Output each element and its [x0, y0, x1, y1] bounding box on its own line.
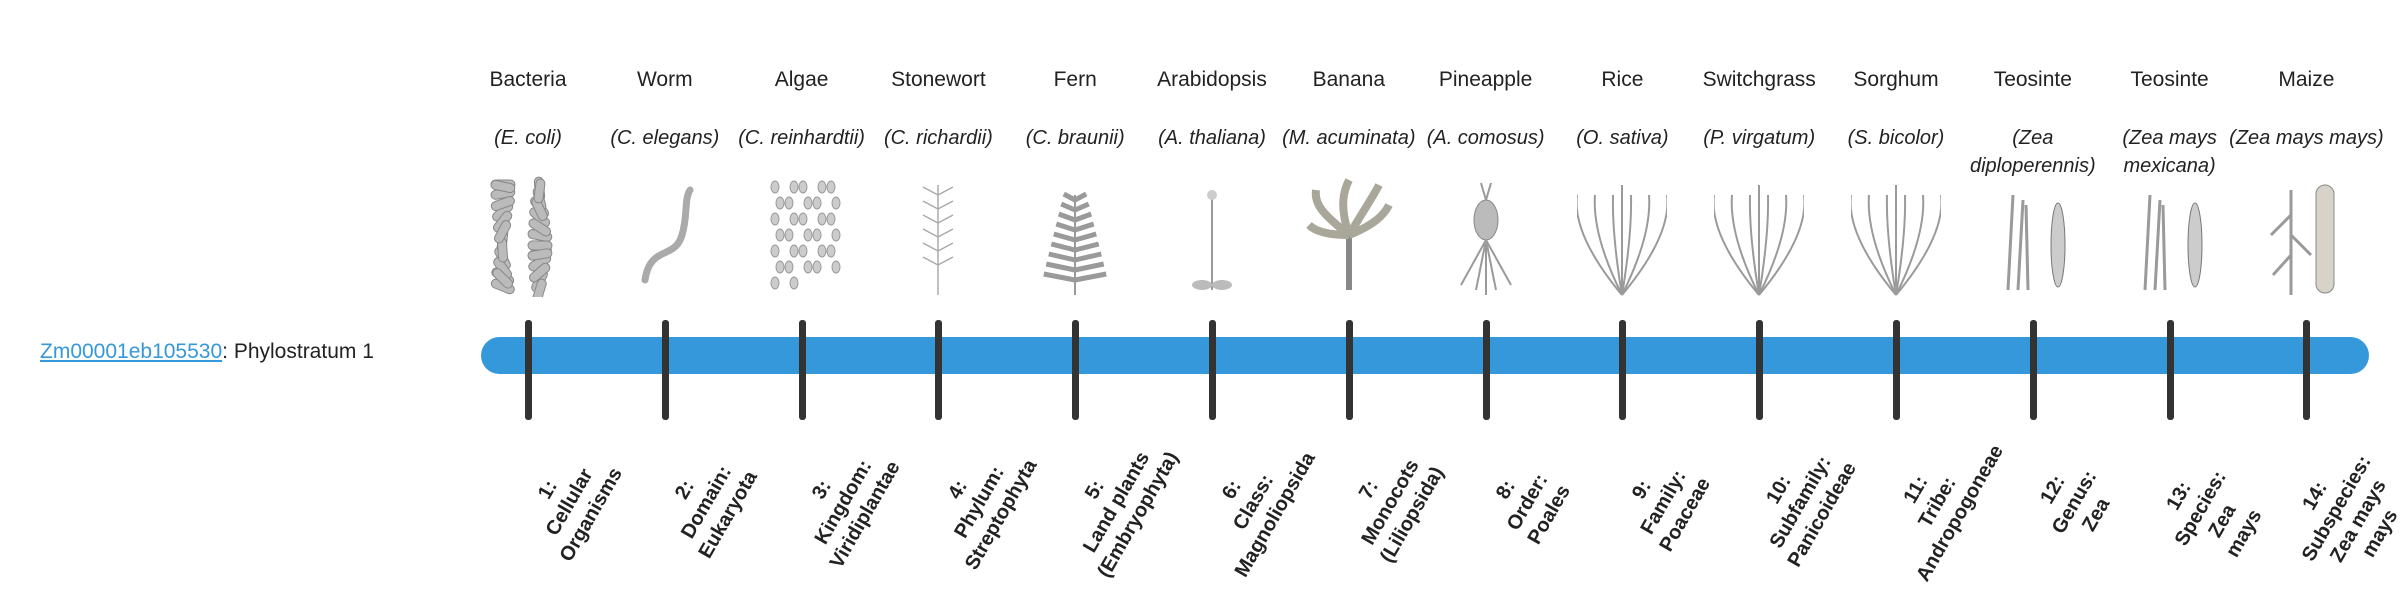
timeline-tick	[798, 320, 806, 420]
organism-scientific-name: (M. acuminata)	[1282, 127, 1416, 149]
organism-common-name: Teosinte	[2130, 68, 2209, 91]
arabidopsis-icon	[1192, 190, 1232, 290]
phylostratum-column: Switchgrass (P. virgatum) 10: Subfamily: P…	[1691, 0, 1862, 580]
organism-scientific-name: (P. virgatum)	[1703, 127, 1816, 149]
organism-scientific-name: (C. reinhardtii)	[738, 127, 865, 149]
organism-common-name: Switchgrass	[1702, 68, 1816, 91]
stonewort-icon	[923, 185, 954, 295]
algae-icon	[770, 180, 841, 290]
phylostratum-column: Pineapple (A. comosus) 8: Order: Poales	[1418, 0, 1575, 580]
timeline-tick	[1893, 320, 1900, 420]
bacteria-icon	[490, 176, 553, 297]
gene-id-link[interactable]: Zm00001eb105530	[40, 340, 223, 363]
timeline-tick	[1072, 320, 1080, 420]
phylostratum-column: Teosinte (Zea diploperennis) 12: Genus: Ze…	[1965, 0, 2114, 580]
phylostratum-column: Algae (C. reinhardtii) 3: Kingdom: Viridip…	[734, 0, 904, 580]
phylostratum-column: Sorghum (S. bicolor) 11: Tribe: Andropogon…	[1828, 0, 2008, 585]
organism-scientific-name: (A. thaliana)	[1158, 127, 1266, 149]
phylostratum-column: Worm (C. elegans) 2: Domain: Eukaryota	[597, 0, 761, 580]
organism-common-name: Sorghum	[1853, 68, 1939, 91]
organism-scientific-name: (Zea mays mexicana)	[2122, 127, 2217, 177]
timeline-tick	[661, 320, 669, 420]
organism-scientific-name: (O. sativa)	[1576, 127, 1669, 149]
organism-common-name: Pineapple	[1438, 68, 1533, 91]
organism-scientific-name: (C. braunii)	[1025, 127, 1125, 149]
phylostratum-column: Bacteria (E. coli) 1: Cellular Organisms	[460, 0, 626, 580]
rice-icon	[1577, 185, 1668, 296]
banana-icon	[1305, 178, 1393, 290]
phylostratum-text: : Phylostratum 1	[222, 340, 374, 363]
gene-phylostratum-label: Zm00001eb105530: Phylostratum 1	[40, 340, 374, 364]
phylostratum-column: Banana (M. acuminata) 7: Monocots (Liliops…	[1281, 0, 1448, 580]
organism-common-name: Fern	[1053, 68, 1097, 91]
organism-scientific-name: (Zea mays mays)	[2229, 127, 2384, 149]
switchgrass-icon	[1714, 185, 1805, 296]
fern-icon	[1043, 191, 1107, 295]
timeline-tick	[1345, 320, 1353, 420]
timeline-tick	[2029, 320, 2037, 420]
timeline-tick	[2166, 320, 2174, 420]
organism-common-name: Rice	[1601, 68, 1644, 91]
timeline-tick	[1482, 320, 1490, 420]
timeline-tick	[525, 320, 532, 420]
maize-icon	[2270, 184, 2335, 295]
organism-scientific-name: (C. elegans)	[610, 127, 720, 149]
teosinte-icon	[2006, 194, 2066, 291]
phylostratum-column: Fern (C. braunii) 5: Land plants (Embryoph…	[1007, 0, 1183, 581]
organism-common-name: Maize	[2278, 68, 2335, 91]
phylostratum-column: Teosinte (Zea mays mexicana) 13: Species:…	[2102, 0, 2266, 580]
organism-common-name: Algae	[774, 68, 829, 91]
worm-icon	[641, 186, 694, 284]
timeline-tick	[1209, 320, 1216, 420]
organism-common-name: Teosinte	[1993, 68, 2072, 91]
organism-scientific-name: (E. coli)	[494, 127, 562, 149]
timeline-tick	[1756, 320, 1764, 420]
organism-common-name: Stonewort	[891, 68, 986, 91]
phylostratum-timeline-bar	[481, 337, 2369, 374]
organism-common-name: Banana	[1312, 68, 1385, 91]
taxonomic-rank-label: 14: Subspecies: Zea mays mays	[2268, 425, 2400, 605]
phylostratum-column: Rice (O. sativa) 9: Family: Poaceae	[1554, 0, 1715, 580]
pineapple-icon	[1459, 182, 1512, 295]
organism-scientific-name: (Zea diploperennis)	[1969, 127, 2096, 177]
timeline-tick	[1619, 320, 1627, 420]
timeline-tick	[2303, 320, 2311, 420]
phylostratum-column: Maize (Zea mays mays) 14: Subspecies: Zea …	[2229, 0, 2400, 580]
sorghum-icon	[1851, 185, 1941, 296]
timeline-tick	[935, 320, 943, 420]
phylostratum-column: Stonewort (C. richardii) 4: Phylum: Strept…	[870, 0, 1042, 580]
organism-common-name: Arabidopsis	[1157, 68, 1267, 91]
organism-common-name: Bacteria	[489, 68, 567, 91]
teosinte-icon	[2143, 194, 2203, 291]
organism-common-name: Worm	[636, 68, 693, 91]
organism-scientific-name: (A. comosus)	[1426, 127, 1545, 149]
phylostratum-column: Arabidopsis (A. thaliana) 6: Class: Magnol…	[1144, 0, 1320, 581]
organism-scientific-name: (C. richardii)	[883, 127, 993, 149]
organism-scientific-name: (S. bicolor)	[1847, 127, 1945, 149]
